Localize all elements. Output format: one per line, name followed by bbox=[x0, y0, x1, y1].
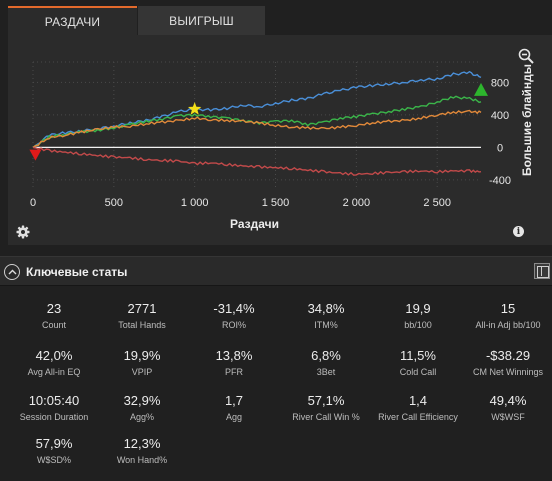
stat-item: 13,8% PFR bbox=[188, 348, 280, 378]
stat-label: W$SD% bbox=[36, 455, 71, 465]
x-axis-label: Раздачи bbox=[230, 217, 279, 231]
stat-item: 11,5% Cold Call bbox=[372, 348, 464, 378]
triangle-up-marker bbox=[474, 82, 488, 96]
triangle-down-marker bbox=[29, 149, 42, 161]
stat-label: VPIP bbox=[131, 367, 153, 377]
stat-item: 2771 Total Hands bbox=[96, 301, 188, 331]
stat-value: 19,9 bbox=[405, 301, 431, 316]
stat-label: Session Duration bbox=[19, 412, 89, 422]
stat-value: 1,7 bbox=[224, 393, 244, 408]
stat-value: 10:05:40 bbox=[28, 393, 80, 408]
star-marker bbox=[188, 102, 202, 115]
info-icon[interactable]: i bbox=[513, 226, 524, 237]
stat-label: Count bbox=[41, 320, 67, 330]
stat-item: 6,8% 3Bet bbox=[280, 348, 372, 378]
stat-value: 11,5% bbox=[400, 348, 436, 363]
stat-value: 34,8% bbox=[307, 301, 345, 316]
x-tick-label: 2 500 bbox=[423, 197, 451, 209]
stat-value: 23 bbox=[46, 301, 62, 316]
stat-item: 19,9 bb/100 bbox=[372, 301, 464, 331]
stat-label: W$WSF bbox=[491, 412, 525, 422]
stat-item: 32,9% Agg% bbox=[96, 393, 188, 423]
stat-value: 15 bbox=[500, 301, 516, 316]
stat-label: River Call Efficiency bbox=[378, 412, 458, 422]
stat-item: 1,7 Agg bbox=[188, 393, 280, 423]
stat-item: 1,4 River Call Efficiency bbox=[372, 393, 464, 423]
stat-label: 3Bet bbox=[316, 367, 336, 377]
stat-label: Avg All-in EQ bbox=[27, 367, 81, 377]
stat-label: PFR bbox=[225, 367, 243, 377]
series-line-2 bbox=[32, 109, 482, 148]
tab-bar: РАЗДАЧИ ВЫИГРЫШ bbox=[8, 6, 265, 35]
y-tick-label: 400 bbox=[491, 110, 509, 122]
stat-value: 2771 bbox=[127, 301, 157, 316]
stat-item: 42,0% Avg All-in EQ bbox=[8, 348, 100, 378]
series-line-3 bbox=[32, 146, 482, 176]
chart-panel bbox=[8, 35, 552, 245]
y-tick-label: 800 bbox=[491, 77, 509, 89]
hands-graph: 0 500 1 000 1 500 2 000 2 500 800 400 0 -400 Разда… bbox=[29, 61, 534, 231]
stat-label: Cold Call bbox=[399, 367, 437, 377]
stat-item: 12,3% Won Hand% bbox=[96, 436, 188, 466]
y-axis-label: Большие блайнды bbox=[520, 64, 534, 176]
stat-value: -31,4% bbox=[213, 301, 255, 316]
series-line-0 bbox=[32, 70, 482, 148]
tab-hands[interactable]: РАЗДАЧИ bbox=[8, 6, 137, 35]
key-stats-header: Ключевые статы bbox=[0, 256, 552, 286]
stat-item: -$38.29 CM Net Winnings bbox=[462, 348, 552, 378]
stat-label: ITM% bbox=[314, 320, 338, 330]
stat-item: 34,8% ITM% bbox=[280, 301, 372, 331]
stat-value: 57,9% bbox=[35, 436, 73, 451]
chevron-up-icon[interactable] bbox=[4, 264, 20, 280]
x-tick-label: 0 bbox=[30, 197, 36, 209]
x-tick-label: 1 500 bbox=[262, 197, 290, 209]
x-tick-label: 500 bbox=[105, 197, 123, 209]
stat-item: 19,9% VPIP bbox=[96, 348, 188, 378]
panel-layout-icon[interactable] bbox=[534, 263, 550, 279]
key-stats-title: Ключевые статы bbox=[26, 265, 128, 279]
stat-label: Won Hand% bbox=[116, 455, 168, 465]
stat-item: 57,9% W$SD% bbox=[8, 436, 100, 466]
stat-value: 19,9% bbox=[123, 348, 161, 363]
stat-value: 32,9% bbox=[123, 393, 161, 408]
x-tick-label: 1 000 bbox=[181, 197, 209, 209]
stat-value: 49,4% bbox=[489, 393, 527, 408]
y-tick-label: -400 bbox=[489, 175, 511, 187]
gear-icon[interactable] bbox=[16, 225, 30, 239]
stat-label: bb/100 bbox=[404, 320, 432, 330]
stat-value: 42,0% bbox=[35, 348, 73, 363]
stat-label: Total Hands bbox=[118, 320, 166, 330]
tab-winnings[interactable]: ВЫИГРЫШ bbox=[138, 6, 265, 35]
x-tick-label: 2 000 bbox=[343, 197, 371, 209]
stat-item: 10:05:40 Session Duration bbox=[8, 393, 100, 423]
stat-value: 57,1% bbox=[307, 393, 345, 408]
stat-item: 57,1% River Call Win % bbox=[280, 393, 372, 423]
stat-label: River Call Win % bbox=[292, 412, 360, 422]
stat-item: -31,4% ROI% bbox=[188, 301, 280, 331]
stat-label: ROI% bbox=[221, 320, 246, 330]
stat-value: 1,4 bbox=[408, 393, 428, 408]
stat-label: Agg% bbox=[129, 412, 155, 422]
stat-value: 13,8% bbox=[215, 348, 253, 363]
key-stats-grid: 23 Count 2771 Total Hands -31,4% ROI% 34,8% ITM… bbox=[0, 287, 552, 481]
y-tick-label: 0 bbox=[497, 142, 503, 154]
stat-value: -$38.29 bbox=[485, 348, 531, 363]
stat-value: 12,3% bbox=[123, 436, 161, 451]
stat-item: 49,4% W$WSF bbox=[462, 393, 552, 423]
zoom-out-icon[interactable] bbox=[518, 48, 534, 64]
stat-label: CM Net Winnings bbox=[472, 367, 544, 377]
stat-label: Agg bbox=[225, 412, 242, 422]
stat-value: 6,8% bbox=[311, 348, 341, 363]
stat-item: 15 All-in Adj bb/100 bbox=[462, 301, 552, 331]
stat-item: 23 Count bbox=[8, 301, 100, 331]
stat-label: All-in Adj bb/100 bbox=[475, 320, 541, 330]
